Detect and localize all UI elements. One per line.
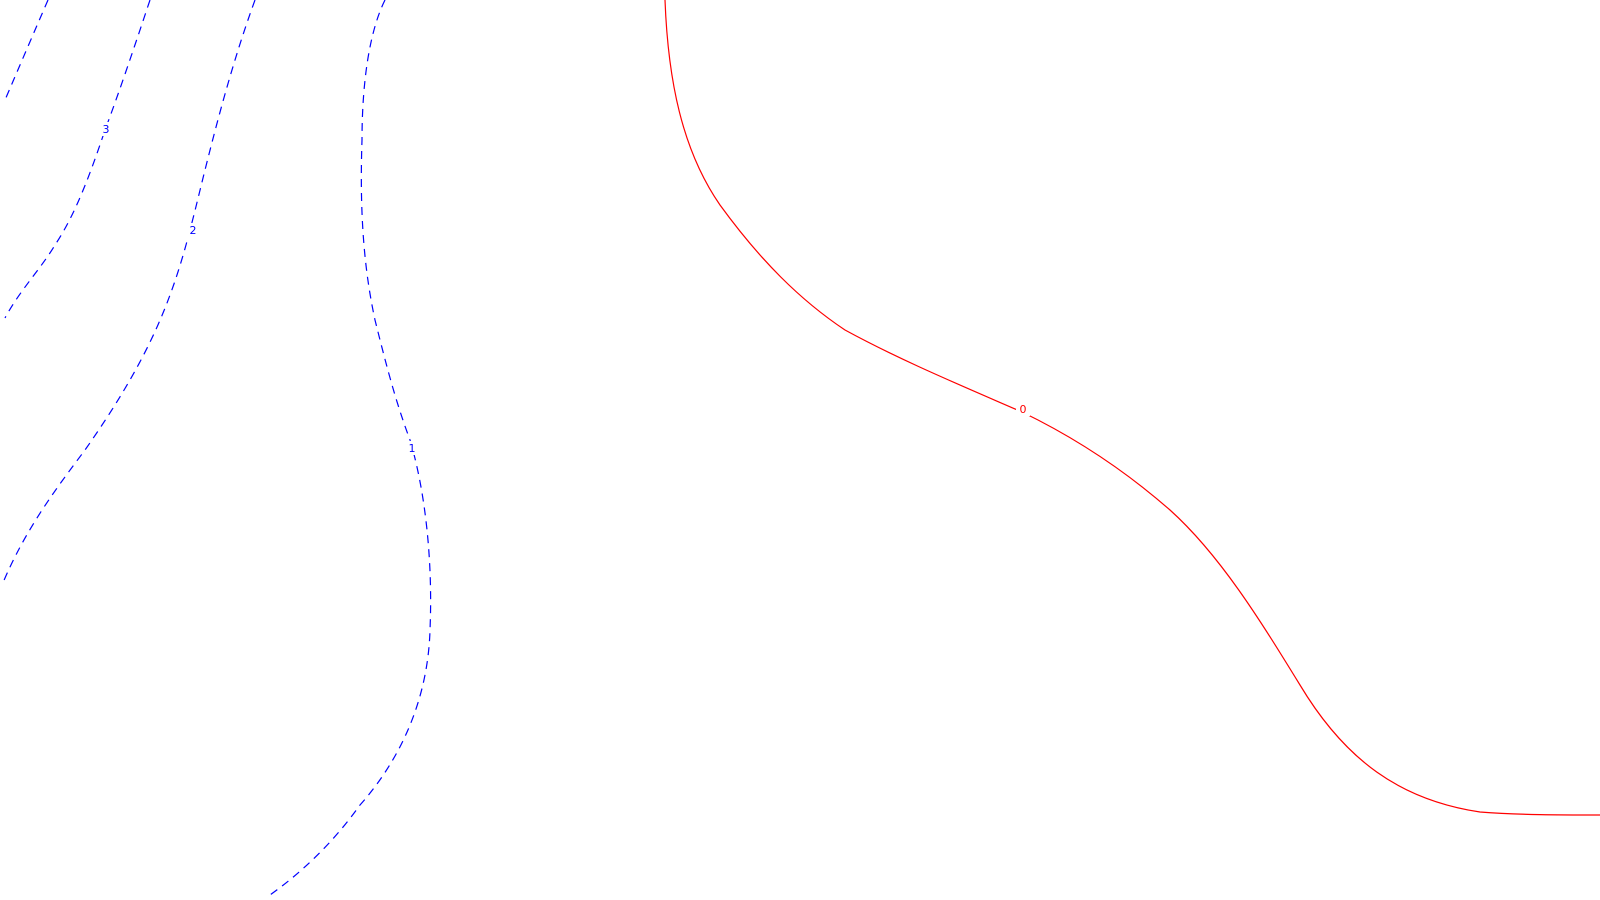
contour-line-3b-group: 3: [4, 0, 151, 319]
contour-label-0-bg: [1016, 402, 1030, 416]
contour-line-2: [1, 0, 256, 586]
contour-label-0: 0: [1020, 403, 1027, 416]
contour-label-3-bg: [99, 122, 112, 136]
contour-label-1-bg: [405, 441, 418, 455]
contour-line-1: [269, 0, 432, 896]
contour-line-3b: [4, 0, 151, 319]
contour-label-3: 3: [103, 123, 110, 136]
contour-line-2-group: 2: [1, 0, 256, 586]
contour-line-3-group: [4, 0, 49, 101]
contour-line-1-group: 1: [269, 0, 432, 896]
contour-label-2-bg: [186, 223, 199, 237]
contour-line-3: [4, 0, 49, 101]
contour-label-2: 2: [190, 224, 197, 237]
contour-line-0: [664, 0, 1600, 816]
contour-label-1: 1: [409, 442, 416, 455]
contour-line-0-group: 0: [664, 0, 1600, 816]
